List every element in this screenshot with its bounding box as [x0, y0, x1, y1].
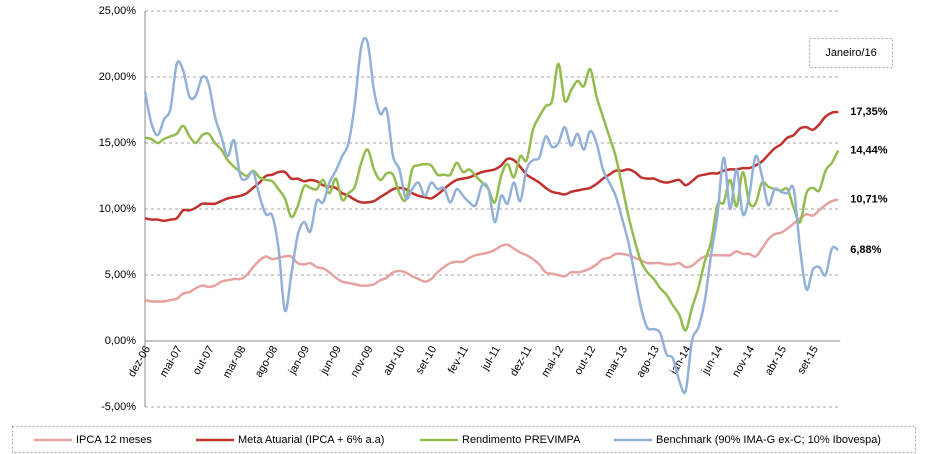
x-tick-label: abr-15	[763, 344, 789, 378]
x-tick-label: jul-11	[479, 344, 503, 373]
series-line	[144, 198, 839, 303]
annotation: Janeiro/16	[825, 47, 876, 59]
legend-box	[12, 426, 916, 453]
x-tick-label: jun-09	[318, 344, 344, 377]
legend-label: IPCA 12 meses	[76, 434, 152, 446]
x-tick-label: ago-08	[253, 344, 281, 380]
y-tick-label: 0,00%	[105, 335, 136, 347]
series-line	[144, 110, 839, 223]
y-tick-label: 20,00%	[99, 71, 137, 83]
value-label: 10,71%	[850, 194, 888, 206]
x-tick-label: mar-13	[602, 344, 630, 380]
x-tick-label: dez-06	[126, 344, 153, 379]
legend-label: Meta Atuarial (IPCA + 6% a.a)	[238, 434, 384, 446]
legend-label: Benchmark (90% IMA-G ex-C; 10% Ibovespa)	[656, 434, 881, 446]
y-tick-label: 5,00%	[105, 269, 136, 281]
series-line	[143, 36, 839, 395]
x-tick-label: nov-14	[730, 344, 757, 379]
value-label: 14,44%	[850, 144, 888, 156]
x-tick-label: dez-11	[508, 344, 535, 378]
y-tick-label: 25,00%	[99, 5, 137, 17]
y-tick-label: -5,00%	[101, 401, 136, 413]
series-line	[144, 62, 840, 332]
x-tick-label: ago-13	[634, 344, 662, 380]
legend-label: Rendimento PREVIMPA	[462, 434, 581, 446]
x-tick-label: mai-12	[539, 344, 566, 379]
x-tick-label: out-07	[191, 344, 217, 377]
x-tick-label: fev-11	[446, 344, 471, 376]
y-tick-label: 10,00%	[99, 203, 137, 215]
x-tick-label: nov-09	[349, 344, 376, 379]
x-tick-label: out-12	[572, 344, 598, 377]
x-tick-label: mai-07	[158, 344, 185, 379]
x-tick-label: set-10	[414, 344, 440, 376]
x-tick-label: mar-08	[221, 344, 249, 380]
value-label: 6,88%	[850, 244, 881, 256]
y-tick-label: 15,00%	[99, 137, 137, 149]
x-tick-label: jun-14	[699, 344, 725, 377]
x-tick-label: jan-09	[286, 344, 312, 377]
value-label: 17,35%	[850, 106, 888, 118]
x-tick-label: set-15	[795, 344, 821, 376]
x-tick-label: abr-10	[381, 344, 407, 378]
annotation-box	[809, 38, 893, 68]
